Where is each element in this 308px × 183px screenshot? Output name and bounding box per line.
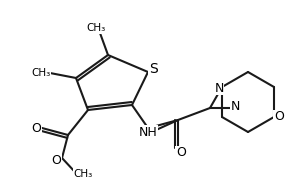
Text: N: N: [214, 81, 224, 94]
Text: O: O: [176, 147, 186, 160]
Text: N: N: [230, 100, 240, 113]
Text: S: S: [149, 62, 157, 76]
Text: O: O: [274, 111, 284, 124]
Text: CH₃: CH₃: [86, 23, 106, 33]
Text: O: O: [31, 122, 41, 135]
Text: O: O: [51, 154, 61, 167]
Text: CH₃: CH₃: [31, 68, 51, 78]
Text: CH₃: CH₃: [73, 169, 93, 179]
Text: NH: NH: [139, 126, 157, 139]
